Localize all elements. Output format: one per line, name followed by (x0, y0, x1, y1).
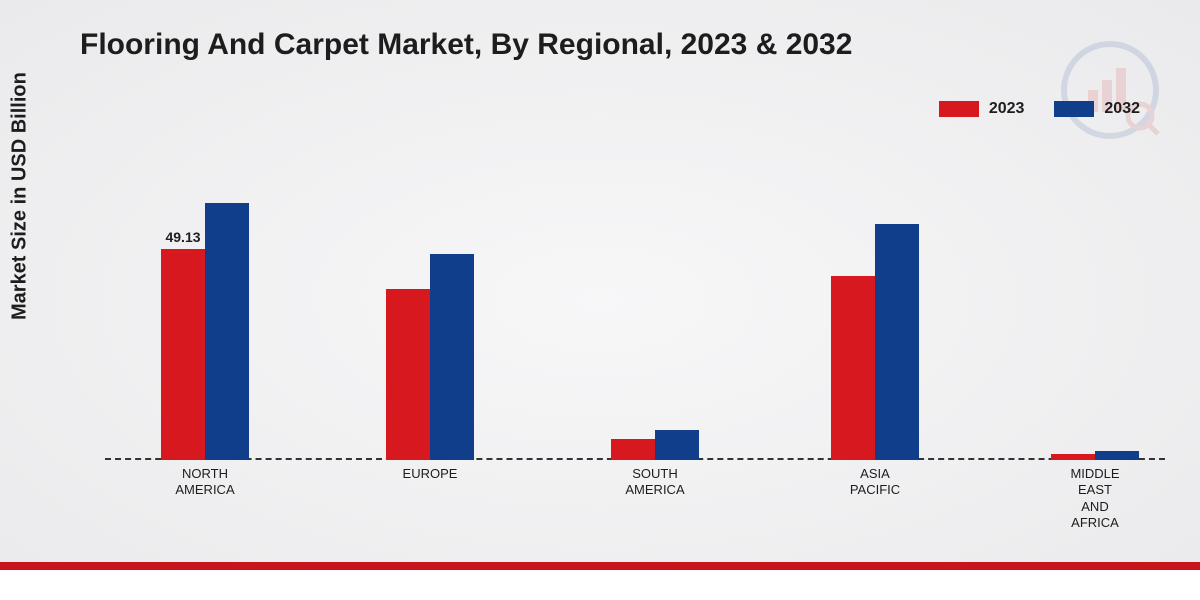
bar-2023-mea (1051, 454, 1095, 460)
legend-item-2023: 2023 (939, 100, 1025, 118)
bar-2032-asia_pacific (875, 224, 919, 460)
legend-label-2023: 2023 (989, 100, 1025, 118)
category-axis: NORTH AMERICA EUROPE SOUTH AMERICA ASIA PAC… (105, 462, 1165, 552)
bar-group-north_america: 49.13 (135, 203, 275, 460)
legend: 2023 2032 (939, 100, 1140, 118)
category-label: MIDDLE EAST AND AFRICA (1070, 466, 1119, 531)
chart-page: Flooring And Carpet Market, By Regional,… (0, 0, 1200, 600)
legend-item-2032: 2032 (1054, 100, 1140, 118)
legend-swatch-2032 (1054, 101, 1094, 117)
bar-group-europe (360, 254, 500, 460)
bar-group-asia_pacific (805, 224, 945, 460)
bar-group-mea (1025, 451, 1165, 460)
footer-red-stripe (0, 562, 1200, 570)
bar-2032-mea (1095, 451, 1139, 460)
category-label: EUROPE (403, 466, 458, 482)
bar-group-south_america (585, 430, 725, 460)
footer-white-stripe (0, 570, 1200, 600)
bar-2023-south_america (611, 439, 655, 460)
category-label: ASIA PACIFIC (850, 466, 900, 499)
bar-2032-south_america (655, 430, 699, 460)
bar-2032-north_america (205, 203, 249, 460)
bar-2023-europe (386, 289, 430, 460)
bar-2032-europe (430, 254, 474, 460)
bar-2023-asia_pacific (831, 276, 875, 460)
legend-label-2032: 2032 (1104, 100, 1140, 118)
category-label: SOUTH AMERICA (625, 466, 684, 499)
category-label: NORTH AMERICA (175, 466, 234, 499)
plot-area: 49.13 (105, 160, 1165, 460)
chart-title: Flooring And Carpet Market, By Regional,… (80, 28, 852, 62)
legend-swatch-2023 (939, 101, 979, 117)
watermark-logo (1060, 40, 1160, 140)
watermark-handle (1148, 124, 1158, 134)
bar-2023-north_america: 49.13 (161, 249, 205, 460)
y-axis-label: Market Size in USD Billion (9, 72, 32, 320)
bar-value-label: 49.13 (165, 229, 200, 245)
